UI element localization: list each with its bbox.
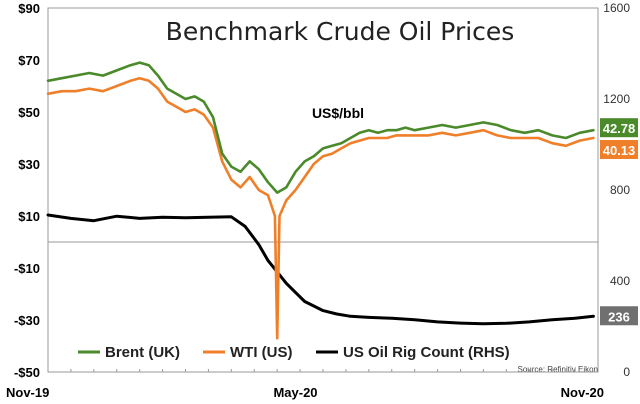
- left-tick-label: $50: [18, 105, 40, 120]
- right-tick-label: 800: [610, 183, 630, 197]
- left-tick-label: $90: [18, 1, 40, 16]
- left-tick-label: $10: [18, 209, 40, 224]
- series-layer: [46, 61, 595, 340]
- legend: Brent (UK) WTI (US) US Oil Rig Count (RHS): [78, 344, 510, 361]
- x-tick-label: Nov-20: [561, 385, 604, 400]
- x-tick-label: May-20: [273, 385, 317, 400]
- source-note: Source: Refinitiv Eikon: [518, 365, 598, 374]
- callout-value-0: 42.78: [603, 121, 636, 136]
- legend-label-0: Brent (UK): [105, 344, 180, 361]
- callout-value-2: 236: [608, 309, 630, 324]
- unit-label: US$/bbl: [312, 105, 364, 121]
- right-tick-label: 400: [610, 274, 630, 288]
- right-tick-label: 1600: [603, 1, 630, 15]
- right-tick-label: 1200: [603, 92, 630, 106]
- callout-value-1: 40.13: [603, 143, 636, 158]
- left-tick-label: -$10: [14, 261, 40, 276]
- left-tick-label: $30: [18, 157, 40, 172]
- right-tick-label: 0: [623, 365, 630, 379]
- x-tick-label: Nov-19: [6, 385, 49, 400]
- left-tick-label: -$50: [14, 365, 40, 380]
- left-tick-label: -$30: [14, 313, 40, 328]
- legend-label-2: US Oil Rig Count (RHS): [343, 344, 510, 361]
- end-callouts: 42.78 40.13 236: [600, 118, 638, 326]
- left-tick-label: $70: [18, 53, 40, 68]
- callout-box-0: [600, 118, 638, 138]
- callout-box-2: [600, 306, 638, 326]
- series-line-0: [46, 61, 595, 194]
- series-line-1: [46, 76, 595, 340]
- legend-label-1: WTI (US): [230, 344, 292, 361]
- chart-title: Benchmark Crude Oil Prices: [166, 17, 515, 46]
- axes: $90 $70 $50 $30 $10 -$10 -$30 -$50 1600 1200 800 40…: [6, 1, 630, 400]
- series-line-2: [46, 213, 595, 326]
- callout-box-1: [600, 140, 638, 159]
